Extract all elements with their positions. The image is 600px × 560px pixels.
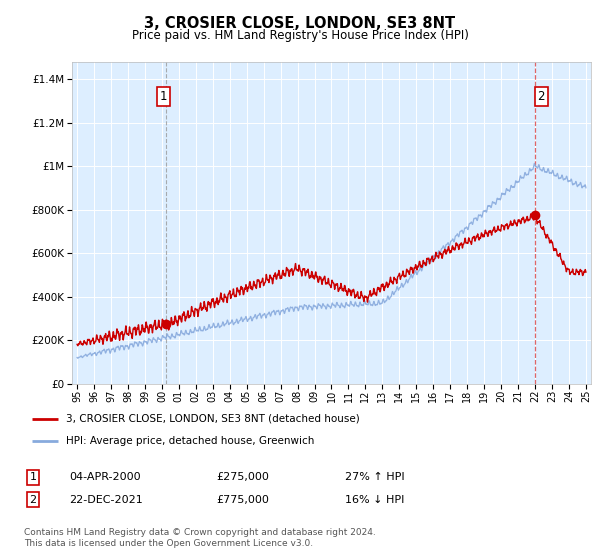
Text: £775,000: £775,000 <box>216 494 269 505</box>
Text: 3, CROSIER CLOSE, LONDON, SE3 8NT (detached house): 3, CROSIER CLOSE, LONDON, SE3 8NT (detac… <box>65 414 359 424</box>
Text: HPI: Average price, detached house, Greenwich: HPI: Average price, detached house, Gree… <box>65 436 314 446</box>
Text: 3, CROSIER CLOSE, LONDON, SE3 8NT: 3, CROSIER CLOSE, LONDON, SE3 8NT <box>145 16 455 31</box>
Text: 1: 1 <box>160 90 167 103</box>
Text: 16% ↓ HPI: 16% ↓ HPI <box>345 494 404 505</box>
Text: 2: 2 <box>29 494 37 505</box>
Text: 2: 2 <box>538 90 545 103</box>
Text: £275,000: £275,000 <box>216 472 269 482</box>
Text: 1: 1 <box>29 472 37 482</box>
Text: 04-APR-2000: 04-APR-2000 <box>69 472 140 482</box>
Text: 22-DEC-2021: 22-DEC-2021 <box>69 494 143 505</box>
Text: 27% ↑ HPI: 27% ↑ HPI <box>345 472 404 482</box>
Text: Contains HM Land Registry data © Crown copyright and database right 2024.
This d: Contains HM Land Registry data © Crown c… <box>24 528 376 548</box>
Text: Price paid vs. HM Land Registry's House Price Index (HPI): Price paid vs. HM Land Registry's House … <box>131 29 469 42</box>
